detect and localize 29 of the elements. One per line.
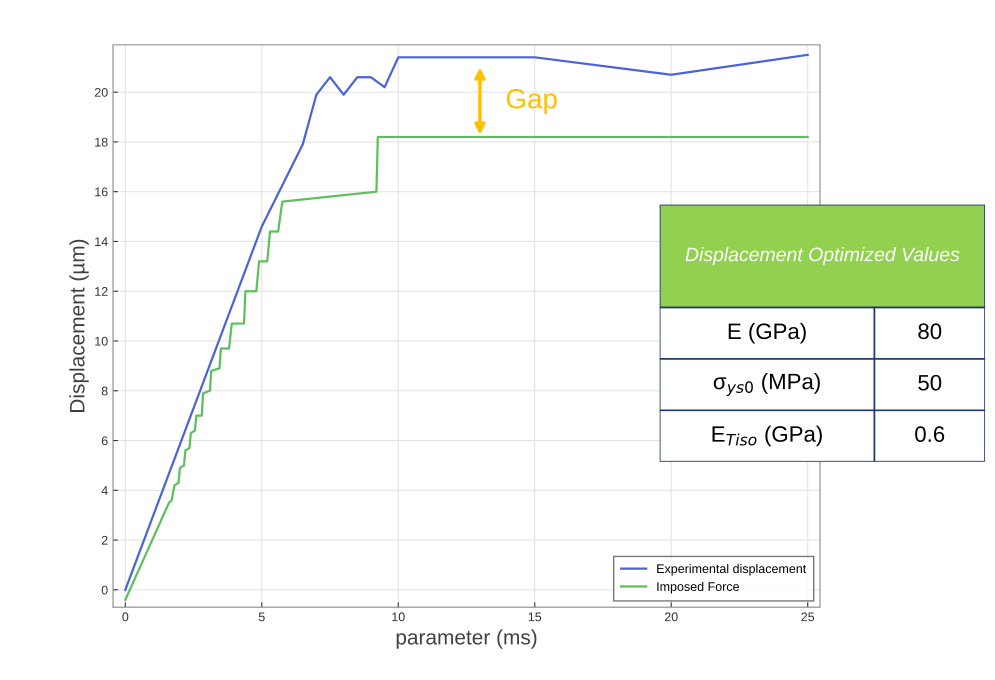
y-tick-label: 4 — [102, 486, 108, 495]
legend-label: Imposed Force — [657, 582, 739, 594]
y-tick-label: 16 — [95, 187, 108, 196]
x-tick-label: 5 — [258, 612, 265, 622]
annotation: σ$_{ys0}$ (MPa) — [714, 373, 820, 396]
y-tick-label: 18 — [95, 138, 108, 147]
y-tick-label: 10 — [95, 336, 108, 346]
x-tick-label: 25 — [801, 612, 814, 622]
x-tick-label: 0 — [122, 612, 128, 622]
legend-label: Experimental displacement — [657, 564, 806, 576]
y-tick-label: 0 — [102, 586, 108, 594]
y-axis-title: Displacement (µm) — [69, 240, 89, 412]
text: 50 — [918, 374, 942, 391]
x-axis-title: parameter (ms) — [396, 629, 536, 649]
y-tick-label: 12 — [95, 287, 108, 296]
y-tick-label: 20 — [94, 88, 108, 97]
annotation: E$_{Tiso}$ (GPa) — [712, 426, 822, 446]
x-tick-label: 20 — [664, 612, 678, 622]
text: 80 — [918, 323, 942, 340]
annotation: E (GPa) — [728, 322, 806, 344]
y-tick-label: 14 — [95, 237, 108, 246]
text: Displacement Optimized Values — [686, 247, 960, 266]
y-tick-label: 2 — [102, 536, 108, 545]
annotation: Gap — [506, 88, 557, 114]
x-tick-label: 10 — [392, 612, 405, 622]
x-tick-label: 15 — [528, 612, 542, 622]
text: 0.6 — [915, 426, 944, 442]
y-tick-label: 6 — [102, 436, 108, 446]
y-tick-label: 8 — [102, 386, 108, 396]
